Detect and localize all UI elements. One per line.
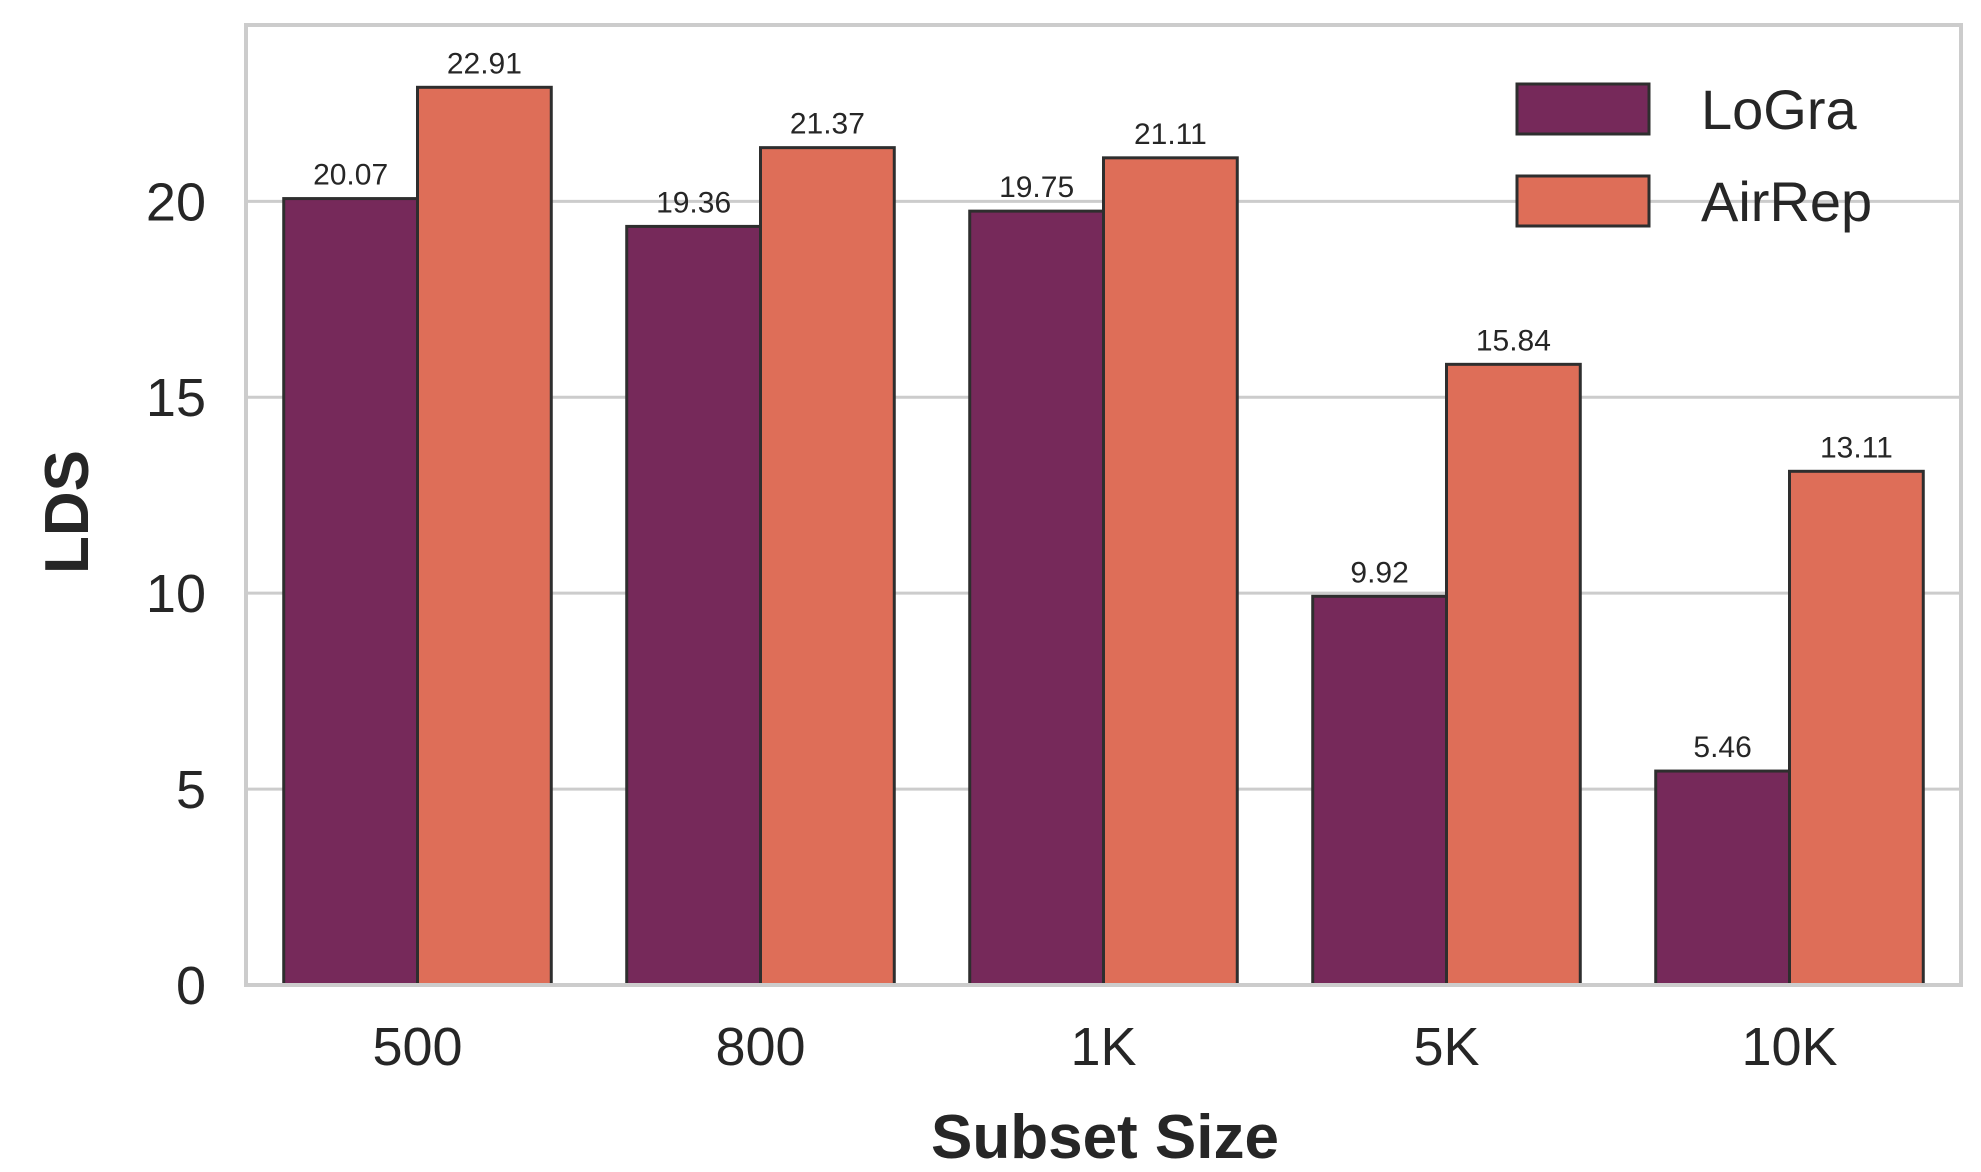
y-tick-label: 5 [176,760,206,820]
x-tick-label: 1K [1070,1017,1136,1077]
x-tick-label: 800 [715,1017,805,1077]
x-tick-label: 5K [1413,1017,1479,1077]
bar-logra-1k [968,209,1105,987]
y-tick-label: 15 [146,368,206,428]
y-tick-label: 0 [176,956,206,1016]
y-tick-label: 10 [146,564,206,624]
x-tick-label: 10K [1741,1017,1837,1077]
bar-airrep-800 [759,146,896,987]
bars [282,85,1925,987]
bar-logra-10k [1654,769,1791,987]
data-label: 21.11 [1134,118,1207,151]
data-label: 19.36 [656,186,731,219]
plot-frame [244,23,1963,987]
x-tick-label: 500 [372,1017,462,1077]
bar-airrep-5k [1445,362,1582,987]
x-axis-title: Subset Size [931,1103,1279,1172]
bar-logra-800 [625,224,762,987]
bar-airrep-1k [1102,156,1239,987]
axes-frame [244,23,1963,987]
data-label: 21.37 [790,108,865,141]
data-label: 20.07 [313,159,388,192]
data-label: 19.75 [999,171,1074,204]
data-label: 5.46 [1693,731,1751,764]
data-label: 13.11 [1820,431,1893,464]
data-label: 22.91 [447,47,522,80]
tick-labels: 0 5 10 15 20 500 800 1K 5K 10K [146,172,1838,1077]
legend-swatch-logra [1515,82,1651,136]
data-label: 15.84 [1476,324,1551,357]
legend: LoGra AirRep [1515,78,1872,233]
legend-label-logra: LoGra [1701,78,1857,141]
data-labels: 20.07 22.91 19.36 21.37 19.75 21.11 9.92 15.84 5… [313,47,1893,764]
bar-logra-5k [1311,594,1448,987]
bar-airrep-500 [416,85,553,987]
bar-airrep-10k [1788,469,1925,987]
legend-label-airrep: AirRep [1701,170,1872,233]
y-axis-title: LDS [33,450,102,574]
bar-logra-500 [282,197,420,987]
legend-swatch-airrep [1515,174,1651,228]
y-tick-label: 20 [146,172,206,232]
data-label: 9.92 [1350,556,1408,589]
